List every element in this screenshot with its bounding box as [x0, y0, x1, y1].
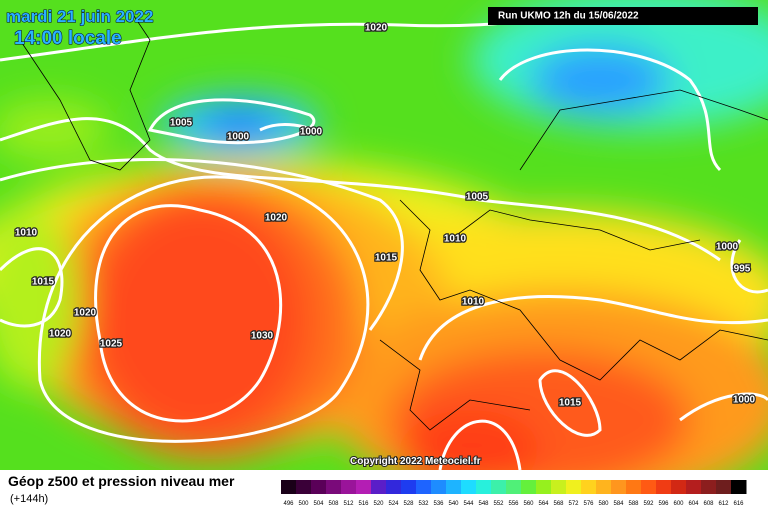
isobar-label: 995 — [734, 264, 751, 275]
isobar-label: 1025 — [100, 339, 123, 350]
isobar-label: 1010 — [444, 234, 467, 245]
colorbar-swatch — [731, 480, 747, 494]
legend-subtitle: (+144h) — [10, 493, 48, 505]
colorbar-swatch — [356, 480, 372, 494]
date: mardi 21 juin 2022 — [6, 7, 153, 26]
isobar-label: 1005 — [170, 118, 193, 129]
colorbar-label: 520 — [373, 501, 384, 507]
isobar-label: 1000 — [300, 127, 323, 138]
colorbar-swatch — [671, 480, 687, 494]
colorbar-label: 588 — [628, 501, 639, 507]
run-info: Run UKMO 12h du 15/06/2022 — [498, 11, 639, 22]
colorbar-swatch — [491, 480, 507, 494]
isobar-label: 1000 — [227, 132, 250, 143]
colorbar-swatch — [311, 480, 327, 494]
colorbar-label: 548 — [478, 501, 489, 507]
colorbar-swatch — [281, 480, 297, 494]
isobar-label: 1020 — [49, 329, 72, 340]
isobar-label: 1015 — [32, 277, 55, 288]
colorbar-swatch — [686, 480, 702, 494]
colorbar-label: 532 — [418, 501, 429, 507]
isobar-label: 1000 — [733, 395, 756, 406]
colorbar-label: 528 — [403, 501, 414, 507]
isobar-label: 1015 — [559, 398, 582, 409]
isobar-label: 1020 — [74, 308, 97, 319]
time: 14:00 locale — [14, 28, 122, 49]
colorbar: 496 500 504 508 512 516 520 524 528 532 536 540 544 5… — [281, 480, 747, 507]
colorbar-swatch — [386, 480, 402, 494]
colorbar-swatch — [341, 480, 357, 494]
colorbar-swatch — [611, 480, 627, 494]
colorbar-swatch — [656, 480, 672, 494]
colorbar-label: 564 — [538, 501, 549, 507]
colorbar-label: 592 — [643, 501, 654, 507]
colorbar-label: 580 — [598, 501, 609, 507]
colorbar-label: 584 — [613, 501, 624, 507]
colorbar-swatch — [626, 480, 642, 494]
colorbar-swatch — [641, 480, 657, 494]
isobar-label: 1010 — [15, 228, 38, 239]
colorbar-label: 608 — [703, 501, 714, 507]
colorbar-swatch — [476, 480, 492, 494]
colorbar-label: 556 — [508, 501, 519, 507]
colorbar-label: 576 — [583, 501, 594, 507]
isobar-label: 1020 — [365, 23, 388, 34]
colorbar-label: 568 — [553, 501, 564, 507]
colorbar-label: 596 — [658, 501, 669, 507]
colorbar-swatch — [551, 480, 567, 494]
colorbar-label: 600 — [673, 501, 684, 507]
colorbar-swatch — [296, 480, 312, 494]
colorbar-swatch — [596, 480, 612, 494]
colorbar-swatch — [701, 480, 717, 494]
colorbar-label: 604 — [688, 501, 699, 507]
isobar-labels: 1020 1005 1000 1000 1005 1020 1010 1010 1015 1015… — [14, 21, 757, 410]
colorbar-swatch — [416, 480, 432, 494]
colorbar-swatch — [566, 480, 582, 494]
colorbar-label: 512 — [343, 501, 354, 507]
isobar-label: 1005 — [466, 192, 489, 203]
colorbar-label: 508 — [328, 501, 339, 507]
copyright: Copyright 2022 Meteociel.fr — [350, 456, 481, 467]
colorbar-label: 516 — [358, 501, 369, 507]
colorbar-label: 536 — [433, 501, 444, 507]
colorbar-swatch — [521, 480, 537, 494]
colorbar-swatch — [461, 480, 477, 494]
isobar-label: 1000 — [716, 242, 739, 253]
isobar-label: 1020 — [265, 213, 288, 224]
isobar-label: 1030 — [251, 331, 274, 342]
colorbar-label: 524 — [388, 501, 399, 507]
legend-title: Géop z500 et pression niveau mer — [8, 473, 235, 489]
colorbar-swatch — [326, 480, 342, 494]
colorbar-swatch — [446, 480, 462, 494]
run-box — [488, 7, 758, 25]
colorbar-label: 616 — [733, 501, 744, 507]
isobar-label: 1015 — [375, 253, 398, 264]
colorbar-swatch — [716, 480, 732, 494]
isobar-label: 1010 — [462, 297, 485, 308]
colorbar-label: 572 — [568, 501, 579, 507]
colorbar-swatch — [431, 480, 447, 494]
colorbar-swatch — [581, 480, 597, 494]
colorbar-swatch — [536, 480, 552, 494]
colorbar-label: 540 — [448, 501, 459, 507]
colorbar-swatch — [506, 480, 522, 494]
colorbar-label: 496 — [283, 501, 294, 507]
colorbar-label: 612 — [718, 501, 729, 507]
colorbar-label: 552 — [493, 501, 504, 507]
colorbar-swatch — [401, 480, 417, 494]
colorbar-label: 544 — [463, 501, 474, 507]
colorbar-label: 560 — [523, 501, 534, 507]
colorbar-label: 500 — [298, 501, 309, 507]
colorbar-label: 504 — [313, 501, 324, 507]
colorbar-swatch — [371, 480, 387, 494]
